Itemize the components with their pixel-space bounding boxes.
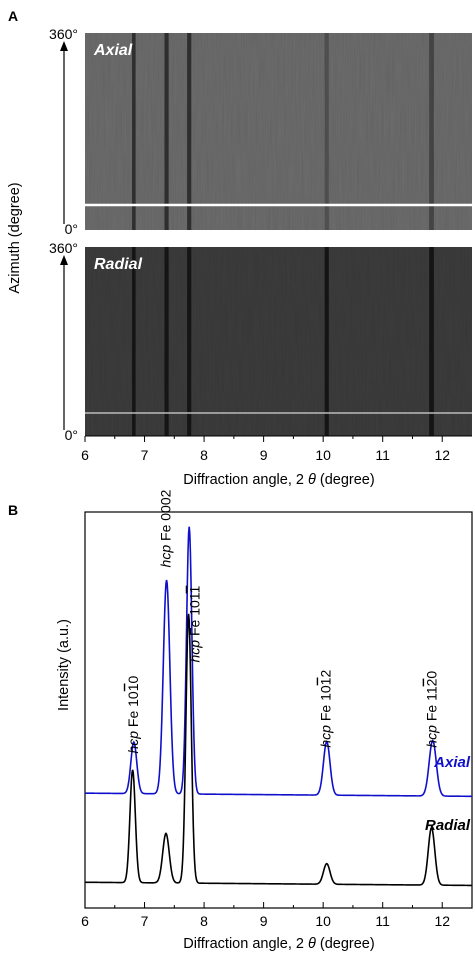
panel-a-label: A (8, 8, 18, 24)
panel-b-y-label: Intensity (a.u.) (56, 619, 72, 711)
peak-1120-annotation: hcp Fe 1120 (424, 671, 440, 748)
panel-b-label: B (8, 502, 18, 518)
azimuth-bottom-tick: 0° (65, 221, 78, 237)
map-texture (85, 247, 472, 436)
peak-1011-annotation: hcp Fe 1011 (187, 585, 203, 662)
series-line-radial (85, 613, 473, 887)
x-tick-label: 12 (434, 447, 450, 463)
x-tick-label: 9 (260, 913, 268, 929)
peak-0002-annotation: hcp Fe 0002 (158, 489, 174, 567)
x-tick-label: 8 (200, 913, 208, 929)
azimuth-arrow-head (60, 41, 68, 51)
panel-b: 6 7 8 9 10 11 12 Axial Radial hcp Fe 1010 hcp Fe 0… (81, 489, 473, 929)
x-tick-label: 7 (141, 447, 149, 463)
azimuth-bottom-tick: 0° (65, 427, 78, 443)
azimuth-top-tick: 360° (49, 26, 78, 42)
map-name-label: Radial (94, 256, 143, 273)
x-tick-label: 11 (375, 447, 390, 463)
peak-1010-annotation: hcp Fe 1010 (125, 675, 141, 753)
azimuth-arrow-head (60, 255, 68, 265)
peak-1012-annotation: hcp Fe 1012 (318, 670, 334, 748)
x-tick-label: 11 (375, 913, 390, 929)
series-label-axial: Axial (433, 754, 471, 771)
map-texture (85, 33, 472, 230)
x-tick-label: 10 (315, 913, 331, 929)
x-tick-label: 7 (141, 913, 149, 929)
x-tick-label: 12 (434, 913, 450, 929)
x-tick-label: 8 (200, 447, 208, 463)
x-tick-label: 9 (260, 447, 268, 463)
azimuth-top-tick: 360° (49, 240, 78, 256)
series-line-axial (85, 526, 473, 798)
x-tick-label: 6 (81, 913, 89, 929)
map-name-label: Axial (93, 42, 133, 59)
panel-a-x-axis: 6 7 8 9 10 11 12 (81, 435, 472, 463)
panel-a: Axial 360° 0° Radial 360° 0° 6 7 8 9 10 11 12 (49, 26, 472, 463)
panel-b-x-label: Diffraction angle, 2 θ (degree) (183, 936, 374, 952)
map-radial: Radial 360° 0° (49, 240, 472, 443)
series-label-radial: Radial (425, 817, 471, 834)
map-axial: Axial 360° 0° (49, 26, 472, 237)
panel-a-y-label: Azimuth (degree) (7, 182, 23, 293)
panel-a-x-label: Diffraction angle, 2 θ (degree) (183, 472, 374, 488)
plot-frame (84, 511, 473, 909)
x-tick-label: 6 (81, 447, 89, 463)
x-tick-label: 10 (315, 447, 331, 463)
